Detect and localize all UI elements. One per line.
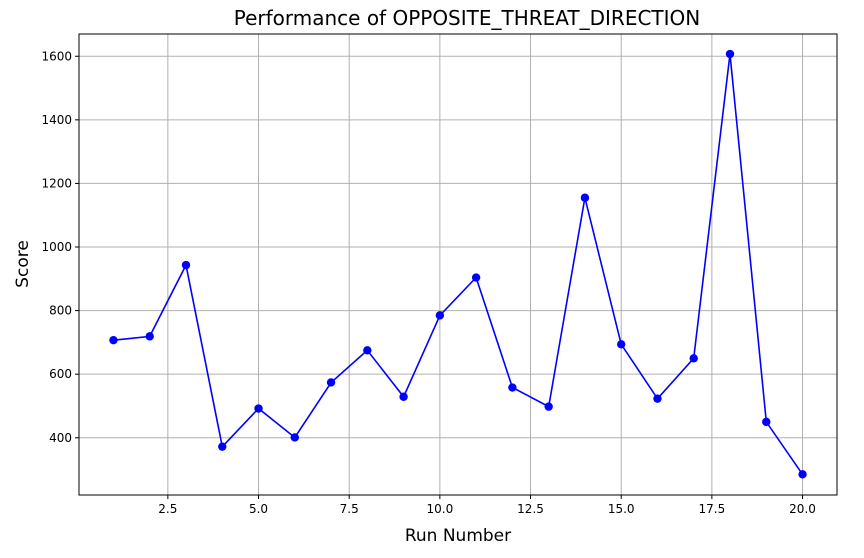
y-tick-label: 1200 xyxy=(41,176,72,190)
data-point xyxy=(326,378,336,387)
data-point xyxy=(617,340,626,349)
x-tick-label: 7.5 xyxy=(340,502,359,516)
y-axis-label: Score xyxy=(13,240,33,288)
y-tick-label: 600 xyxy=(49,367,72,381)
data-point xyxy=(689,354,698,363)
ticks: 2.5 5.0 7.5 10.0 12.5 15.0 17.5 20.0 400 600 800 10… xyxy=(41,49,815,516)
data-point xyxy=(109,335,118,345)
x-tick-label: 20.0 xyxy=(789,502,816,516)
data-point xyxy=(435,311,445,320)
data-point xyxy=(798,470,807,479)
x-tick-label: 10.0 xyxy=(427,502,454,516)
series-line xyxy=(113,53,804,475)
data-point xyxy=(181,260,191,270)
data-point xyxy=(290,433,299,442)
y-tick-label: 1400 xyxy=(41,113,72,127)
data-point xyxy=(399,392,408,401)
series xyxy=(109,49,807,479)
data-point xyxy=(762,417,771,427)
data-point xyxy=(508,383,517,392)
data-point xyxy=(544,402,553,411)
plot-frame xyxy=(78,33,838,496)
data-point xyxy=(580,193,590,202)
data-point xyxy=(254,404,263,413)
data-point xyxy=(471,273,481,282)
data-point xyxy=(218,442,227,451)
x-tick-label: 17.5 xyxy=(699,502,726,516)
y-tick-label: 1000 xyxy=(41,240,72,254)
x-axis-label: Run Number xyxy=(405,526,511,546)
data-point xyxy=(725,49,735,59)
data-point xyxy=(145,332,154,341)
x-tick-label: 2.5 xyxy=(158,502,177,516)
y-tick-label: 400 xyxy=(49,431,72,445)
y-tick-label: 1600 xyxy=(41,49,72,63)
x-tick-label: 12.5 xyxy=(517,502,544,516)
data-point xyxy=(653,394,662,403)
grid xyxy=(79,34,837,495)
x-tick-label: 5.0 xyxy=(249,502,268,516)
data-point xyxy=(363,346,372,355)
chart-title: Performance of OPPOSITE_THREAT_DIRECTION xyxy=(234,6,701,30)
y-tick-label: 800 xyxy=(49,304,72,318)
x-tick-label: 15.0 xyxy=(608,502,635,516)
